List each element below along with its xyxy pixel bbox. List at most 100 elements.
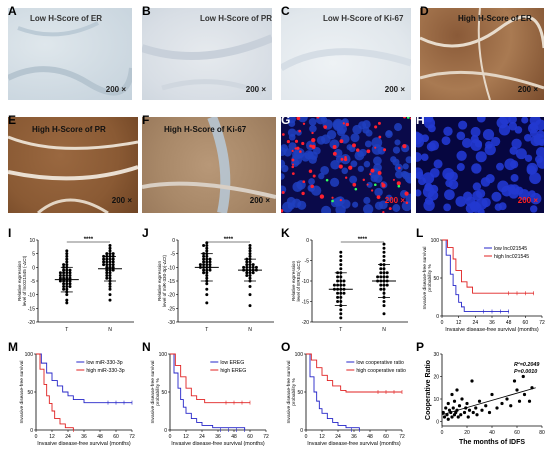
data-point: [467, 408, 472, 412]
data-point: [202, 260, 206, 264]
caption-b: Low H-Score of PR: [200, 14, 272, 23]
fish-signal: [291, 165, 295, 169]
fluorescence-h-texture: [416, 117, 544, 213]
nucleus: [477, 208, 485, 213]
nucleus: [475, 151, 487, 163]
nucleus: [445, 179, 453, 188]
panel-letter-g: G: [281, 113, 291, 127]
legend-label: high EREG: [220, 368, 246, 374]
data-point: [205, 268, 209, 272]
data-point: [111, 254, 115, 258]
data-point: [339, 283, 343, 287]
data-point: [205, 257, 209, 261]
fish-signal: [383, 148, 387, 152]
fish-signal: [291, 149, 294, 152]
nucleus: [374, 187, 383, 197]
nucleus: [429, 184, 439, 194]
nucleus: [528, 190, 536, 198]
category-label: N: [248, 327, 252, 333]
nucleus: [456, 131, 466, 141]
data-point: [487, 410, 492, 415]
data-point: [68, 274, 72, 278]
y-tick-label: -20: [168, 293, 175, 299]
data-point: [205, 246, 209, 250]
data-point: [202, 254, 206, 258]
fish-signal-green: [397, 184, 401, 188]
y-tick-label: -10: [28, 293, 35, 299]
data-point: [475, 413, 479, 417]
data-point: [382, 287, 386, 291]
data-point: [108, 276, 112, 280]
y-tick-label: -10: [168, 265, 175, 271]
y-tick-label: -10: [302, 279, 309, 285]
data-point: [455, 408, 459, 412]
data-point: [382, 279, 386, 283]
nucleus: [441, 136, 451, 146]
data-point: [65, 290, 69, 294]
legend-label: low lnc021545: [494, 246, 527, 252]
y-axis-label: Relative expressionlevel of lnc021545 (-…: [17, 255, 27, 306]
data-point: [105, 254, 109, 258]
panel-letter-j: J: [142, 226, 149, 240]
y-tick-label: 5: [32, 252, 35, 258]
fish-signal: [281, 190, 285, 194]
data-point: [385, 279, 389, 283]
data-point: [382, 254, 386, 258]
data-point: [382, 295, 386, 299]
nucleus: [313, 147, 321, 155]
data-point: [242, 265, 246, 269]
data-point: [108, 265, 112, 269]
data-point: [208, 268, 212, 272]
data-point: [58, 279, 62, 283]
data-point: [248, 243, 252, 247]
panel-letter-b: B: [142, 4, 151, 18]
y-tick-label: 20: [433, 375, 439, 381]
survival-curve: [306, 353, 360, 430]
nucleus: [363, 196, 371, 205]
data-point: [254, 268, 258, 272]
fish-signal: [345, 122, 350, 127]
nucleus: [508, 121, 518, 131]
data-point: [105, 268, 109, 272]
nucleus: [429, 167, 440, 178]
fish-signal: [302, 122, 306, 125]
nucleus: [494, 203, 503, 211]
x-tick-label: 60: [383, 434, 389, 440]
data-point: [108, 246, 112, 250]
nucleus: [374, 201, 384, 210]
fish-signal-green: [406, 117, 410, 119]
fish-signal: [388, 207, 392, 211]
nucleus: [349, 175, 358, 184]
data-point: [111, 268, 115, 272]
nucleus: [395, 170, 403, 179]
nucleus: [306, 151, 314, 158]
caption-e: High H-Score of PR: [32, 125, 106, 134]
fish-signal: [402, 144, 407, 149]
data-point: [442, 415, 447, 419]
x-tick-label: 36: [489, 320, 495, 326]
x-tick-label: 36: [215, 434, 221, 440]
fish-signal: [340, 157, 344, 161]
data-point: [58, 274, 62, 278]
nucleus: [529, 172, 541, 185]
data-point: [251, 271, 255, 275]
data-point: [58, 276, 62, 280]
x-axis-label: The months of IDFS: [459, 439, 525, 446]
data-point: [470, 379, 474, 383]
fish-signal: [392, 178, 395, 181]
data-point: [202, 271, 206, 275]
data-point: [484, 404, 488, 408]
nucleus: [294, 147, 305, 159]
data-point: [108, 293, 112, 297]
fish-signal: [339, 139, 344, 144]
data-point: [102, 257, 106, 261]
fish-signal-green: [373, 183, 377, 187]
x-tick-label: 48: [97, 434, 103, 440]
data-point: [65, 301, 69, 305]
category-label: T: [205, 327, 208, 333]
y-tick-label: 50: [161, 390, 167, 396]
data-point: [111, 257, 115, 261]
data-point: [65, 254, 69, 258]
fish-signal: [370, 168, 375, 173]
nucleus: [288, 133, 296, 141]
